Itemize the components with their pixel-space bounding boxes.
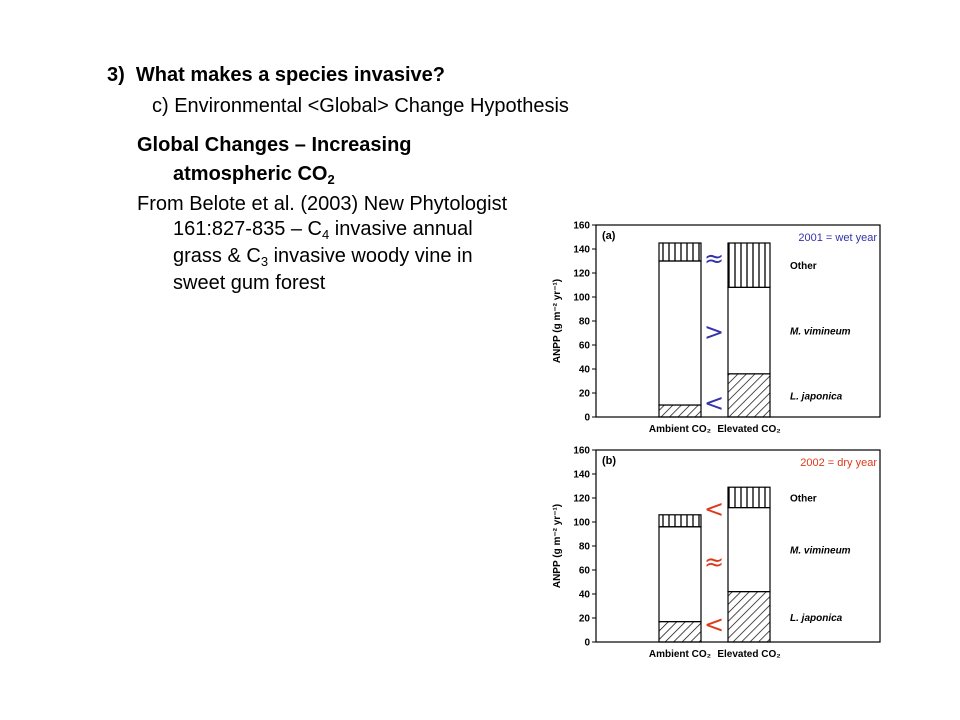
panel-label: (a) <box>602 230 616 242</box>
legend-label: M. vimineum <box>790 327 851 338</box>
slide-subheading: c) Environmental <Global> Change Hypothe… <box>152 95 569 117</box>
bar-segment <box>727 286 771 375</box>
subscript-3: 3 <box>260 254 269 269</box>
y-tick-label: 0 <box>584 413 590 424</box>
legend-label: Other <box>790 493 817 504</box>
bar-segment <box>727 486 771 509</box>
x-tick-label: Ambient CO₂ <box>649 649 711 660</box>
bar-segment <box>727 242 771 289</box>
bullet-line-5: grass & C3 invasive woody vine in <box>173 245 473 268</box>
bar-segment <box>658 526 702 623</box>
y-tick-label: 80 <box>579 542 591 553</box>
y-tick-label: 80 <box>579 317 591 328</box>
heading-number: 3) <box>107 64 125 86</box>
y-axis-label: ANPP (g m⁻² yr⁻¹) <box>552 504 563 588</box>
bullet-line-4: 161:827-835 – C4 invasive annual <box>173 218 473 241</box>
bar-segment <box>658 260 702 406</box>
panel-label: (b) <box>602 455 616 467</box>
slide-heading: 3) What makes a species invasive? <box>107 64 445 87</box>
bar-segment <box>727 373 771 418</box>
y-tick-label: 100 <box>573 293 590 304</box>
bar-segment <box>727 507 771 593</box>
bar-segment <box>658 404 702 418</box>
bullet-line-1: Global Changes – Increasing <box>137 134 412 156</box>
chart-panel-1: 0 20 40 60 80 100 120 140 160 ANPP (g m⁻² yr⁻¹) (b… <box>552 446 881 660</box>
y-axis-label: ANPP (g m⁻² yr⁻¹) <box>552 279 563 363</box>
comparison-symbol: < <box>704 495 724 523</box>
bullet-line-6: sweet gum forest <box>173 272 326 294</box>
y-tick-label: 60 <box>579 566 591 577</box>
y-tick-label: 0 <box>584 638 590 649</box>
subscript-4: 4 <box>322 227 330 242</box>
comparison-symbol: ≈ <box>704 548 724 576</box>
year-note: 2001 = wet year <box>798 232 877 244</box>
comparison-symbol: < <box>704 389 724 417</box>
bullet-line-5-post: invasive woody vine in <box>268 245 473 267</box>
anpp-charts: 0 20 40 60 80 100 120 140 160 ANPP (g m⁻² yr⁻¹) (a… <box>552 221 881 660</box>
bullet-line-2: atmospheric CO2 <box>173 163 335 186</box>
legend-label: Other <box>790 261 817 272</box>
legend-label: M. vimineum <box>790 546 851 557</box>
legend-label: L. japonica <box>790 391 843 402</box>
y-tick-label: 100 <box>573 518 590 529</box>
year-note: 2002 = dry year <box>800 457 877 469</box>
legend-label: L. japonica <box>790 613 843 624</box>
chart-panel-0: 0 20 40 60 80 100 120 140 160 ANPP (g m⁻² yr⁻¹) (a… <box>552 221 881 435</box>
comparison-symbol: > <box>704 318 724 346</box>
comparison-symbol: ≈ <box>704 245 724 273</box>
bullet-line-4-post: invasive annual <box>329 218 473 240</box>
bar-segment <box>658 242 702 262</box>
y-tick-label: 20 <box>579 614 591 625</box>
subscript-2: 2 <box>327 172 335 187</box>
y-tick-label: 20 <box>579 389 591 400</box>
bullet-line-4-pre: 161:827-835 – C <box>173 218 323 240</box>
x-tick-label: Elevated CO₂ <box>717 424 780 435</box>
y-tick-label: 40 <box>579 590 591 601</box>
y-tick-label: 160 <box>573 446 590 457</box>
y-tick-label: 120 <box>573 269 590 280</box>
bar-segment <box>727 591 771 643</box>
y-tick-label: 140 <box>573 470 590 481</box>
bullet-line-2-text: atmospheric CO <box>173 163 328 185</box>
bar-segment <box>658 514 702 528</box>
bullet-line-3: From Belote et al. (2003) New Phytologis… <box>137 193 508 215</box>
bar-segment <box>658 621 702 643</box>
x-tick-label: Ambient CO₂ <box>649 424 711 435</box>
heading-text: What makes a species invasive? <box>135 64 445 86</box>
y-tick-label: 40 <box>579 365 591 376</box>
y-tick-label: 140 <box>573 245 590 256</box>
y-tick-label: 60 <box>579 341 591 352</box>
x-tick-label: Elevated CO₂ <box>717 649 780 660</box>
y-tick-label: 120 <box>573 494 590 505</box>
bullet-line-5-pre: grass & C <box>173 245 261 267</box>
y-tick-label: 160 <box>573 221 590 232</box>
comparison-symbol: < <box>704 610 724 638</box>
